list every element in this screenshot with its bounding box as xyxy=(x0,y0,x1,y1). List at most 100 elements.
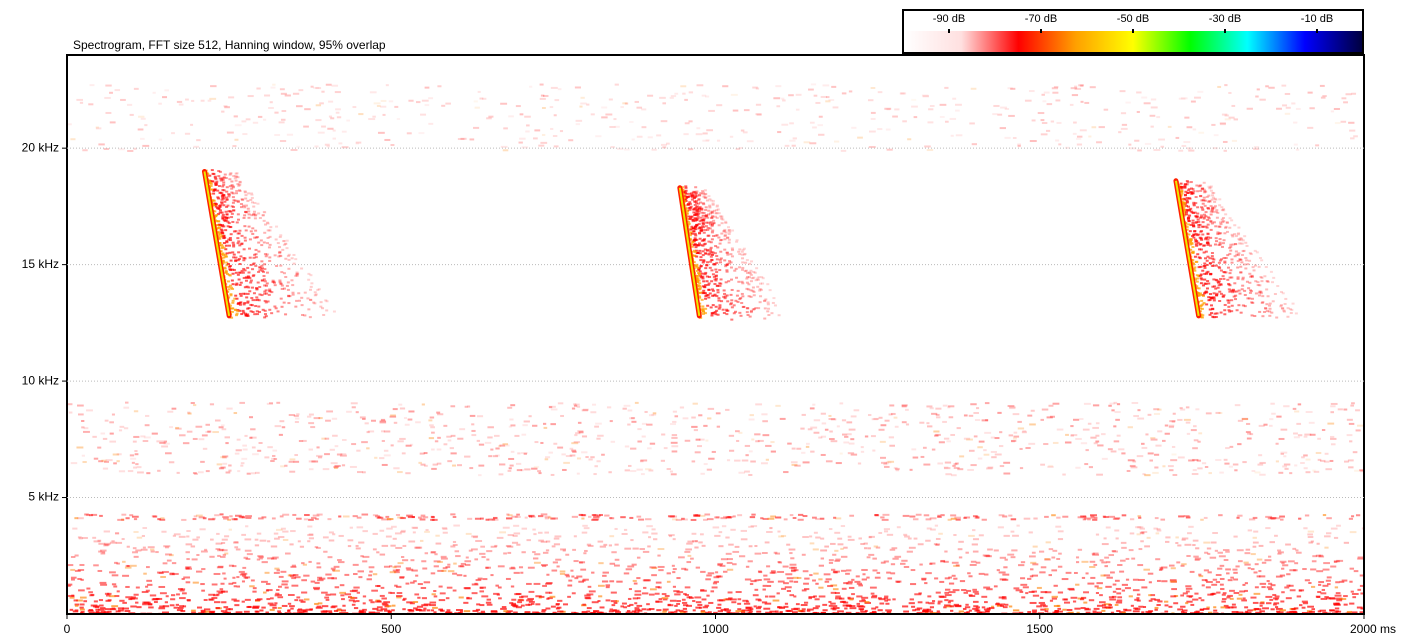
noise-speck xyxy=(955,109,960,112)
noise-speck xyxy=(754,588,759,591)
call-energy xyxy=(253,313,257,316)
noise-speck xyxy=(690,518,697,521)
noise-speck xyxy=(1244,552,1251,555)
noise-speck xyxy=(109,541,117,544)
noise-speck xyxy=(1143,102,1151,105)
noise-speck xyxy=(217,549,224,552)
noise-speck xyxy=(637,440,642,443)
call-energy xyxy=(281,248,285,251)
noise-speck xyxy=(718,545,724,548)
noise-speck xyxy=(1307,91,1313,94)
noise-speck xyxy=(539,97,546,100)
noise-speck xyxy=(809,574,813,577)
noise-speck xyxy=(1176,561,1181,564)
noise-speck xyxy=(972,600,979,603)
noise-speck xyxy=(849,514,855,517)
noise-speck xyxy=(1335,581,1340,584)
noise-speck xyxy=(396,118,401,121)
noise-speck xyxy=(1266,580,1270,583)
noise-speck xyxy=(274,567,280,570)
noise-speck xyxy=(695,133,703,136)
noise-speck xyxy=(1226,572,1230,575)
noise-speck xyxy=(593,473,597,476)
noise-speck xyxy=(1010,518,1017,521)
call-energy xyxy=(297,299,301,302)
call-energy xyxy=(250,297,254,300)
noise-speck xyxy=(777,570,785,573)
noise-speck xyxy=(662,598,668,601)
noise-speck xyxy=(935,433,941,436)
noise-speck xyxy=(1308,541,1313,544)
noise-speck xyxy=(678,556,685,559)
noise-speck xyxy=(812,403,816,406)
call-energy xyxy=(222,237,226,240)
noise-speck xyxy=(575,123,581,126)
noise-speck xyxy=(1343,603,1348,606)
noise-speck xyxy=(1219,471,1224,474)
noise-speck xyxy=(627,565,635,568)
noise-speck xyxy=(1355,514,1361,517)
noise-speck xyxy=(1269,418,1274,421)
noise-speck xyxy=(1293,432,1298,435)
noise-speck xyxy=(1215,411,1221,414)
noise-speck xyxy=(1259,604,1263,607)
call-energy xyxy=(286,288,290,291)
noise-speck xyxy=(1190,100,1196,103)
noise-speck xyxy=(423,464,428,467)
noise-speck xyxy=(901,421,907,424)
noise-speck xyxy=(1106,576,1113,579)
noise-speck xyxy=(540,513,548,516)
noise-speck xyxy=(416,101,421,104)
noise-speck xyxy=(505,544,512,547)
noise-speck xyxy=(236,576,240,579)
noise-speck xyxy=(169,604,175,607)
noise-speck xyxy=(89,84,95,87)
call-energy xyxy=(243,292,247,295)
noise-speck xyxy=(420,514,426,517)
noise-speck xyxy=(935,416,941,419)
noise-speck xyxy=(789,563,797,566)
call-energy xyxy=(229,269,233,272)
noise-speck xyxy=(338,142,343,145)
noise-speck xyxy=(687,554,692,557)
noise-speck xyxy=(647,94,654,97)
noise-speck xyxy=(220,466,226,469)
noise-speck xyxy=(610,146,615,149)
noise-speck xyxy=(367,430,375,433)
noise-speck xyxy=(936,543,941,546)
noise-speck xyxy=(246,472,251,475)
noise-speck xyxy=(212,517,216,520)
noise-speck xyxy=(848,442,855,445)
noise-speck xyxy=(582,524,588,527)
noise-speck xyxy=(1155,558,1161,561)
noise-speck xyxy=(1019,467,1024,470)
noise-speck xyxy=(488,455,493,458)
noise-speck xyxy=(1040,603,1046,606)
call-energy xyxy=(213,210,217,213)
noise-speck xyxy=(503,127,508,130)
noise-speck xyxy=(339,454,347,457)
noise-speck xyxy=(179,597,186,600)
call-energy xyxy=(249,279,253,282)
call-energy xyxy=(232,256,236,259)
noise-speck xyxy=(210,85,217,88)
noise-speck xyxy=(1351,515,1355,518)
noise-speck xyxy=(706,468,712,471)
noise-speck xyxy=(549,591,553,594)
noise-speck xyxy=(1110,450,1117,453)
noise-speck xyxy=(517,452,521,455)
call-energy xyxy=(286,255,290,258)
noise-speck xyxy=(111,605,119,608)
noise-speck xyxy=(1317,591,1322,594)
noise-speck xyxy=(544,517,549,520)
noise-speck xyxy=(1076,135,1083,138)
noise-speck xyxy=(907,537,912,540)
noise-speck xyxy=(532,424,538,427)
noise-speck xyxy=(67,403,73,406)
noise-speck xyxy=(125,517,130,520)
noise-speck xyxy=(1286,611,1293,614)
noise-speck xyxy=(1130,466,1138,469)
noise-speck xyxy=(998,571,1006,574)
noise-speck xyxy=(997,411,1002,414)
noise-speck xyxy=(1269,541,1275,544)
